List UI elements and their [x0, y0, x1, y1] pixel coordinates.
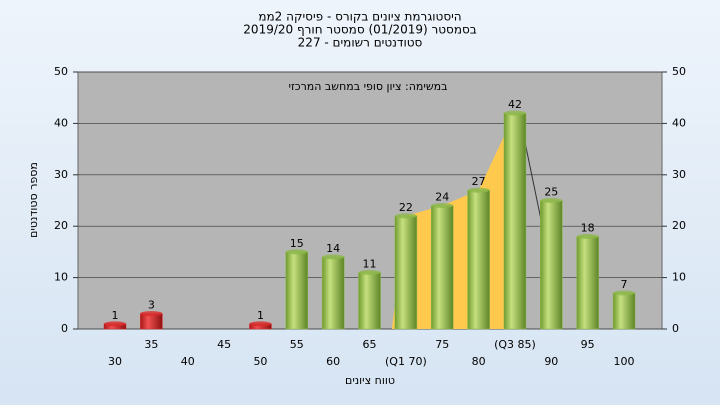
x-tick-label: 65	[363, 338, 377, 351]
y-tick-label: 10	[54, 271, 68, 284]
y2-tick-label: 50	[672, 65, 686, 78]
bar	[321, 256, 345, 330]
x-tick-label: 30	[108, 355, 122, 368]
y2-tick-label: 30	[672, 168, 686, 181]
y2-tick-label: 40	[672, 116, 686, 129]
value-label: 24	[435, 191, 449, 204]
value-label: 1	[257, 309, 264, 322]
value-label: 1	[112, 309, 119, 322]
value-label: 15	[290, 237, 304, 250]
bar-cap	[576, 233, 599, 239]
chart-title: היסטוגרמת ציונים בקורס - פיסיקה 2ממ	[258, 10, 461, 24]
x-tick-label: 60	[326, 355, 340, 368]
y-tick-label: 40	[54, 116, 68, 129]
x-tick-label: 100	[614, 355, 635, 368]
x-tick-label: 90	[544, 355, 558, 368]
bar-cap	[104, 321, 126, 327]
bar-cap	[322, 254, 345, 260]
bar-cap	[394, 213, 417, 219]
value-label: 42	[508, 98, 522, 111]
x-axis-label: טווח ציונים	[345, 374, 395, 387]
x-tick-label: 95	[581, 338, 595, 351]
bar	[467, 189, 490, 330]
bar	[285, 251, 309, 330]
bar-cap	[467, 187, 490, 193]
annotation: במשימה: ציון סופי במחשב המרכזי	[288, 80, 447, 93]
value-label: 27	[472, 175, 486, 188]
y-tick-label: 30	[54, 168, 68, 181]
x-tick-label: 40	[181, 355, 195, 368]
bar-cap	[540, 198, 563, 203]
bar	[358, 272, 381, 330]
x-tick-label: 75	[435, 338, 449, 351]
bar-cap	[503, 110, 526, 116]
x-tick-label: 55	[290, 338, 304, 351]
bar-cap	[358, 269, 381, 275]
bar-cap	[249, 321, 272, 327]
bar-cap	[613, 290, 636, 296]
x-tick-label: 35	[144, 338, 158, 351]
value-label: 22	[399, 201, 413, 214]
x-tick-label: 45	[217, 338, 231, 351]
chart-subtitle: בסמסטר (01/2019) סמסטר חורף 2019/20	[243, 23, 476, 37]
x-tick-label: 50	[253, 355, 267, 368]
y-axis-label: מספר סטודנטים	[27, 162, 40, 238]
bar-cap	[431, 203, 454, 209]
y2-tick-label: 0	[672, 322, 679, 335]
x-tick-label: 80	[472, 355, 486, 368]
value-label: 14	[326, 242, 340, 255]
y-tick-label: 50	[54, 65, 68, 78]
y2-tick-label: 10	[672, 271, 686, 284]
value-label: 7	[621, 278, 628, 291]
y-tick-label: 0	[61, 322, 68, 335]
y-tick-label: 20	[54, 219, 68, 232]
bar	[540, 200, 563, 330]
value-label: 11	[363, 257, 377, 270]
bar-cap	[285, 249, 308, 255]
x-tick-label: (Q3 85)	[494, 338, 536, 351]
value-label: 3	[148, 299, 155, 312]
bar	[430, 205, 454, 330]
quartile-area	[391, 113, 526, 330]
bar	[503, 112, 527, 330]
bar	[612, 292, 636, 330]
chart-subtitle: סטודנטים רשומים - 227	[298, 36, 423, 50]
value-label: 18	[581, 221, 595, 234]
bar-cap	[140, 311, 163, 317]
y2-tick-label: 20	[672, 219, 686, 232]
bar	[576, 236, 599, 330]
bar	[394, 215, 418, 330]
value-label: 25	[544, 186, 558, 199]
x-tick-label: (Q1 70)	[385, 355, 427, 368]
